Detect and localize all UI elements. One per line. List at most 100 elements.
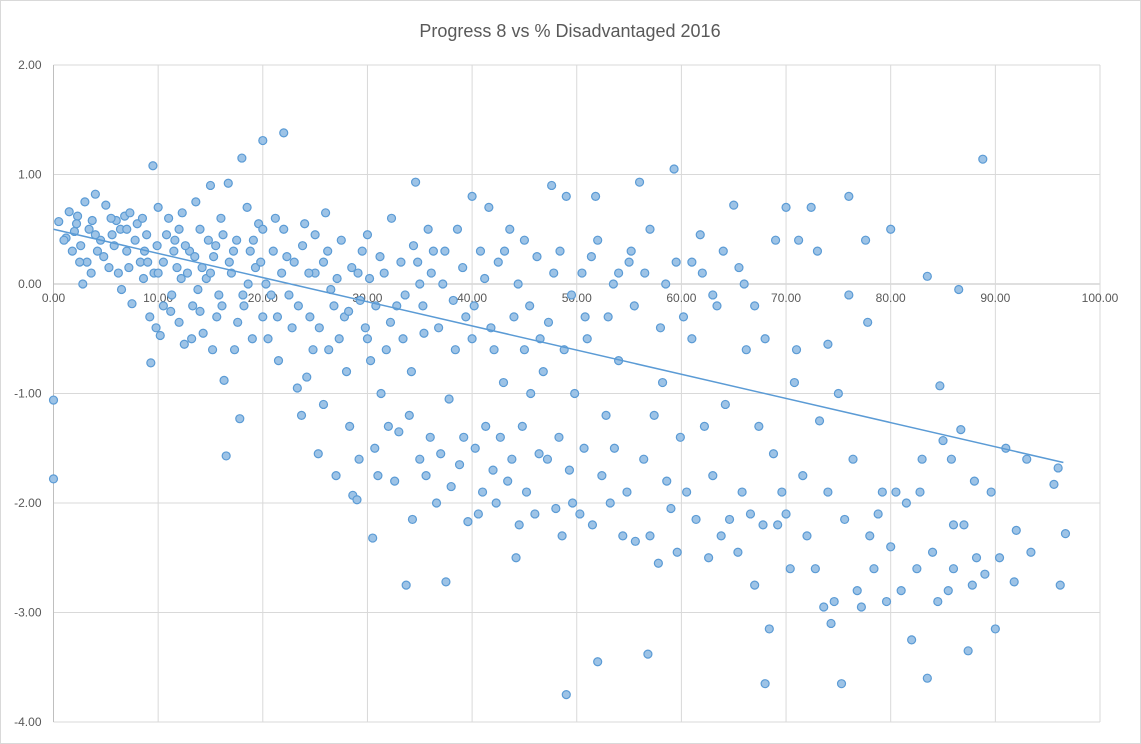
data-point bbox=[90, 189, 100, 199]
data-point bbox=[221, 451, 231, 461]
data-point bbox=[601, 410, 611, 420]
data-point bbox=[491, 498, 501, 508]
x-tick-label: 70.00 bbox=[771, 291, 801, 305]
data-point bbox=[823, 339, 833, 349]
data-point bbox=[1055, 580, 1065, 590]
data-point bbox=[180, 241, 190, 251]
data-point bbox=[675, 432, 685, 442]
data-point bbox=[353, 268, 363, 278]
data-point bbox=[806, 202, 816, 212]
data-point bbox=[341, 367, 352, 377]
data-point bbox=[503, 476, 513, 486]
data-point bbox=[370, 443, 380, 453]
data-point bbox=[557, 531, 567, 541]
data-point bbox=[877, 487, 887, 497]
data-point bbox=[794, 235, 804, 245]
data-point bbox=[863, 317, 873, 327]
data-point bbox=[454, 460, 465, 470]
data-point bbox=[639, 454, 649, 464]
data-point bbox=[643, 649, 653, 659]
data-point bbox=[245, 246, 255, 256]
data-point bbox=[603, 312, 613, 322]
data-point bbox=[737, 487, 747, 497]
data-point bbox=[138, 273, 149, 284]
data-point bbox=[145, 312, 155, 322]
data-point bbox=[580, 312, 590, 322]
data-point bbox=[125, 208, 135, 218]
data-point bbox=[48, 395, 59, 405]
data-point bbox=[54, 216, 64, 227]
data-point bbox=[530, 509, 540, 519]
data-point bbox=[517, 421, 527, 431]
data-point bbox=[277, 268, 287, 278]
data-point bbox=[336, 235, 346, 245]
data-point bbox=[362, 334, 373, 344]
data-point bbox=[404, 410, 414, 420]
data-point bbox=[948, 520, 959, 530]
data-point bbox=[421, 471, 431, 481]
data-point bbox=[704, 553, 714, 563]
data-point bbox=[856, 602, 866, 612]
data-point bbox=[773, 520, 783, 530]
data-point bbox=[441, 577, 451, 587]
data-point bbox=[444, 394, 454, 404]
data-point bbox=[566, 290, 577, 300]
data-point bbox=[823, 487, 833, 497]
data-point bbox=[586, 252, 597, 262]
data-point bbox=[383, 421, 393, 431]
data-point bbox=[587, 520, 598, 530]
data-point bbox=[124, 262, 134, 273]
data-point bbox=[130, 235, 140, 245]
data-point bbox=[785, 564, 795, 574]
data-point bbox=[406, 367, 417, 377]
data-point bbox=[418, 301, 428, 311]
data-point bbox=[865, 531, 875, 541]
data-point bbox=[513, 279, 523, 289]
data-point bbox=[760, 334, 770, 344]
data-point bbox=[177, 208, 187, 218]
data-point bbox=[886, 542, 896, 552]
data-point bbox=[365, 356, 376, 366]
data-point bbox=[151, 323, 161, 333]
data-point bbox=[331, 471, 341, 481]
data-point bbox=[166, 306, 176, 316]
data-point bbox=[829, 596, 839, 607]
data-point bbox=[238, 290, 248, 300]
data-point bbox=[1053, 463, 1063, 473]
data-point bbox=[1022, 454, 1032, 464]
data-point bbox=[318, 257, 329, 267]
data-point bbox=[247, 334, 257, 344]
data-point bbox=[614, 268, 624, 278]
data-point bbox=[844, 290, 854, 300]
data-point bbox=[440, 246, 450, 256]
data-point bbox=[933, 596, 943, 607]
y-tick-label: -1.00 bbox=[14, 387, 42, 401]
data-point bbox=[927, 547, 938, 557]
data-point bbox=[645, 531, 655, 541]
data-point bbox=[645, 224, 655, 234]
data-point bbox=[469, 301, 479, 311]
data-point bbox=[296, 410, 307, 420]
data-point bbox=[408, 241, 419, 251]
data-point bbox=[80, 197, 90, 207]
x-axis-ticks: 0.00 10.00 20.00 30.00 40.00 50.00 60.00 70.00 8… bbox=[42, 291, 1119, 305]
data-point bbox=[104, 262, 114, 273]
data-point bbox=[833, 388, 843, 399]
data-point bbox=[446, 481, 456, 492]
data-point bbox=[76, 241, 86, 251]
data-point bbox=[582, 334, 592, 344]
data-point bbox=[122, 224, 132, 234]
data-point bbox=[640, 268, 650, 278]
data-point bbox=[741, 345, 751, 355]
data-point bbox=[205, 180, 216, 191]
data-point bbox=[381, 345, 391, 355]
data-point bbox=[187, 334, 197, 344]
data-point bbox=[760, 679, 770, 689]
data-point bbox=[279, 224, 289, 234]
data-point bbox=[655, 323, 666, 333]
data-point bbox=[167, 290, 177, 300]
data-point bbox=[764, 624, 774, 634]
data-point bbox=[232, 235, 242, 245]
data-point bbox=[243, 279, 253, 289]
data-point bbox=[174, 317, 184, 327]
